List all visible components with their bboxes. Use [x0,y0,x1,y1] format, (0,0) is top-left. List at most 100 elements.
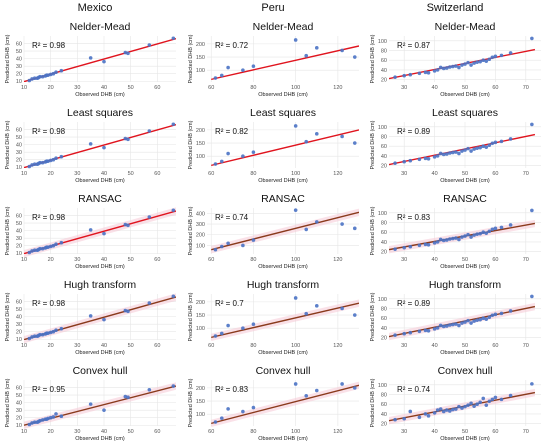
y-tick-label: 10 [16,337,22,343]
r-squared-label: R² = 0.98 [32,299,66,308]
x-tick-label: 10 [21,257,27,263]
x-tick-label: 50 [128,257,134,263]
x-axis-label: Observed DHB (cm) [75,264,125,270]
data-point [88,314,93,318]
x-tick-label: 40 [101,171,107,177]
data-point [241,68,245,72]
data-point [469,149,473,153]
panel-method-title: Convex hull [73,365,128,377]
data-point [51,243,56,248]
panel-peru-least-squares: Least squares 60 80 100 120 100 150 200 Observed… [188,107,359,184]
regression-line [211,129,359,167]
data-point [27,250,32,255]
data-point [460,406,464,410]
x-tick-label: 30 [74,85,80,91]
x-tick-label: 30 [74,429,80,435]
y-tick-label: 30 [16,236,22,242]
data-point [493,226,498,231]
data-point [475,232,479,236]
r-squared-label: R² = 0.74 [215,213,249,222]
data-point [340,222,344,226]
panel-peru-ransac: RANSAC 60 80 100 120 100 200 300 400 Observed DHB… [188,193,359,270]
data-point [219,416,224,420]
x-tick-label: 20 [48,429,54,435]
data-point [499,139,504,144]
data-point [441,66,446,71]
data-point [340,48,344,53]
y-tick-label: 150 [196,55,205,61]
y-tick-label: 100 [378,125,387,131]
panel-method-title: Nelder-Mead [253,21,314,33]
y-tick-label: 200 [196,386,205,392]
y-tick-label: 20 [381,422,387,428]
panel-method-title: Convex hull [256,365,311,377]
y-tick-label: 80 [381,221,387,227]
x-tick-label: 40 [432,257,438,263]
y-axis-label: Predicted DHB (cm) [188,206,194,255]
data-point [241,409,245,414]
data-point [426,71,431,75]
data-point [441,152,446,157]
data-point [314,132,319,136]
x-axis-label: Observed DHB (cm) [258,350,308,356]
data-point [171,384,176,388]
y-tick-label: 60 [16,214,22,220]
data-point [219,244,224,249]
data-point [54,242,58,246]
data-point [435,240,440,244]
data-point [469,321,473,325]
data-point [484,403,489,407]
x-tick-label: 50 [462,85,468,91]
data-point [432,69,437,73]
y-axis-label: Predicted DHB (cm) [5,378,11,427]
x-tick-label: 80 [250,343,256,349]
x-axis-label: Observed DHB (cm) [440,178,490,184]
x-tick-label: 10 [21,343,27,349]
data-point [499,311,504,316]
data-point [444,324,449,328]
data-point [432,327,437,331]
column-title-switzerland: Switzerland [426,2,484,14]
data-point [441,324,446,329]
data-point [438,323,443,328]
data-point [466,146,470,151]
data-point [463,404,467,409]
data-point [444,238,449,242]
panel-method-title: Hugh transform [64,279,137,291]
data-point [51,415,56,419]
x-tick-label: 100 [291,429,300,435]
y-tick-label: 100 [196,243,205,249]
x-tick-label: 40 [101,257,107,263]
x-tick-label: 60 [154,429,160,435]
data-point [32,76,37,81]
data-point [304,139,309,144]
data-point [417,71,422,76]
data-point [293,296,298,300]
data-point [451,64,455,69]
data-point [454,407,458,411]
data-point [460,63,464,67]
data-point [475,318,479,322]
data-point [444,66,449,70]
x-tick-label: 50 [128,85,134,91]
data-point [393,75,397,79]
r-squared-label: R² = 0.87 [397,41,431,50]
data-point [493,312,498,317]
x-tick-label: 80 [250,257,256,263]
x-tick-label: 70 [523,85,529,91]
data-point [435,408,440,412]
x-tick-label: 60 [208,343,214,349]
x-tick-label: 60 [154,171,160,177]
x-tick-label: 20 [48,171,54,177]
x-tick-label: 60 [208,171,214,177]
y-tick-label: 100 [378,211,387,217]
x-tick-label: 80 [250,171,256,177]
data-point [487,399,492,404]
y-tick-label: 30 [16,322,22,328]
data-point [32,248,37,253]
y-axis-label: Predicted DHB (cm) [370,120,376,169]
x-tick-label: 50 [462,429,468,435]
data-point [426,329,431,333]
